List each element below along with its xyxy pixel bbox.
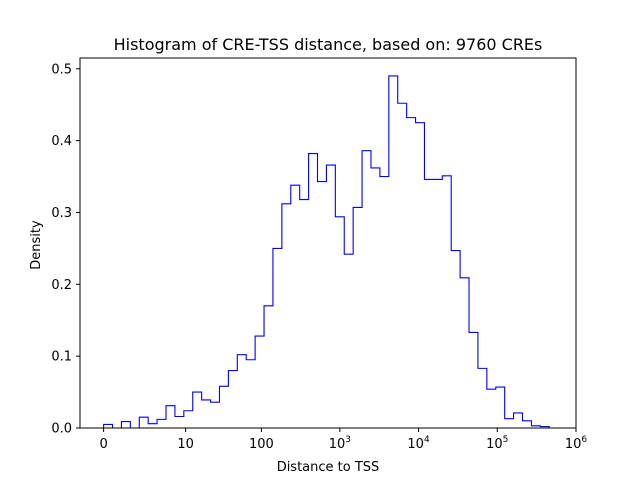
x-tick-label: 103 (329, 435, 351, 452)
y-axis-title: Density (29, 220, 44, 270)
x-tick-exponent: 3 (345, 435, 351, 445)
x-tick-exponent: 6 (581, 435, 587, 445)
x-tick-label: 104 (407, 435, 430, 452)
x-tick-label: 0 (99, 437, 107, 452)
y-tick-label: 0.5 (51, 62, 72, 77)
y-tick-label: 0.0 (51, 422, 72, 437)
plot-frame (79, 57, 577, 429)
histogram-step-line (103, 75, 550, 429)
x-tick-label: 106 (565, 435, 588, 452)
x-tick-label: 100 (249, 437, 274, 452)
y-tick-label: 0.4 (51, 134, 72, 149)
x-tick-label: 10 (177, 437, 194, 452)
x-tick-exponent: 5 (503, 435, 509, 445)
x-tick-label: 105 (486, 435, 508, 452)
y-tick-label: 0.2 (51, 278, 72, 293)
y-tick-label: 0.1 (51, 350, 72, 365)
x-tick-exponent: 4 (424, 435, 430, 445)
y-tick-label: 0.3 (51, 206, 72, 221)
x-axis-title: Distance to TSS (277, 460, 380, 475)
chart-title: Histogram of CRE-TSS distance, based on:… (114, 35, 543, 54)
